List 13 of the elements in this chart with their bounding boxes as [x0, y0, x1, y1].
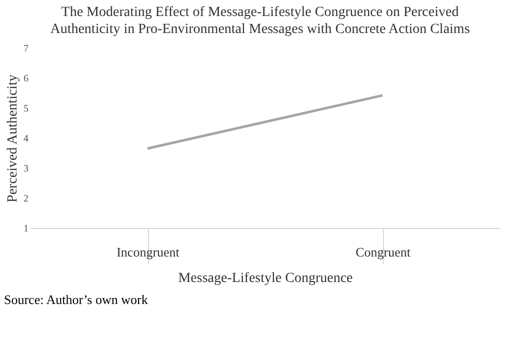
y-tick-label: 6: [24, 74, 28, 84]
y-tick-label: 2: [24, 194, 28, 204]
x-axis-title: Message-Lifestyle Congruence: [178, 271, 353, 286]
y-tick-label: 3: [24, 164, 28, 174]
chart-title: The Moderating Effect of Message-Lifestyle Congruence on Perceived Authenticity in Pro-Environmental Messages with Concrete Action Claims: [49, 4, 471, 38]
y-tick-label: 5: [24, 104, 28, 114]
y-tick-label: 7: [24, 44, 28, 54]
x-tick-label: Incongruent: [116, 244, 180, 260]
x-tick-label: Congruent: [356, 244, 411, 260]
y-tick-label: 4: [24, 134, 28, 144]
source-note: Source: Author’s own work: [4, 292, 149, 308]
y-tick-label: 1: [24, 224, 28, 234]
y-axis-title: Perceived Authenticity: [6, 74, 20, 202]
